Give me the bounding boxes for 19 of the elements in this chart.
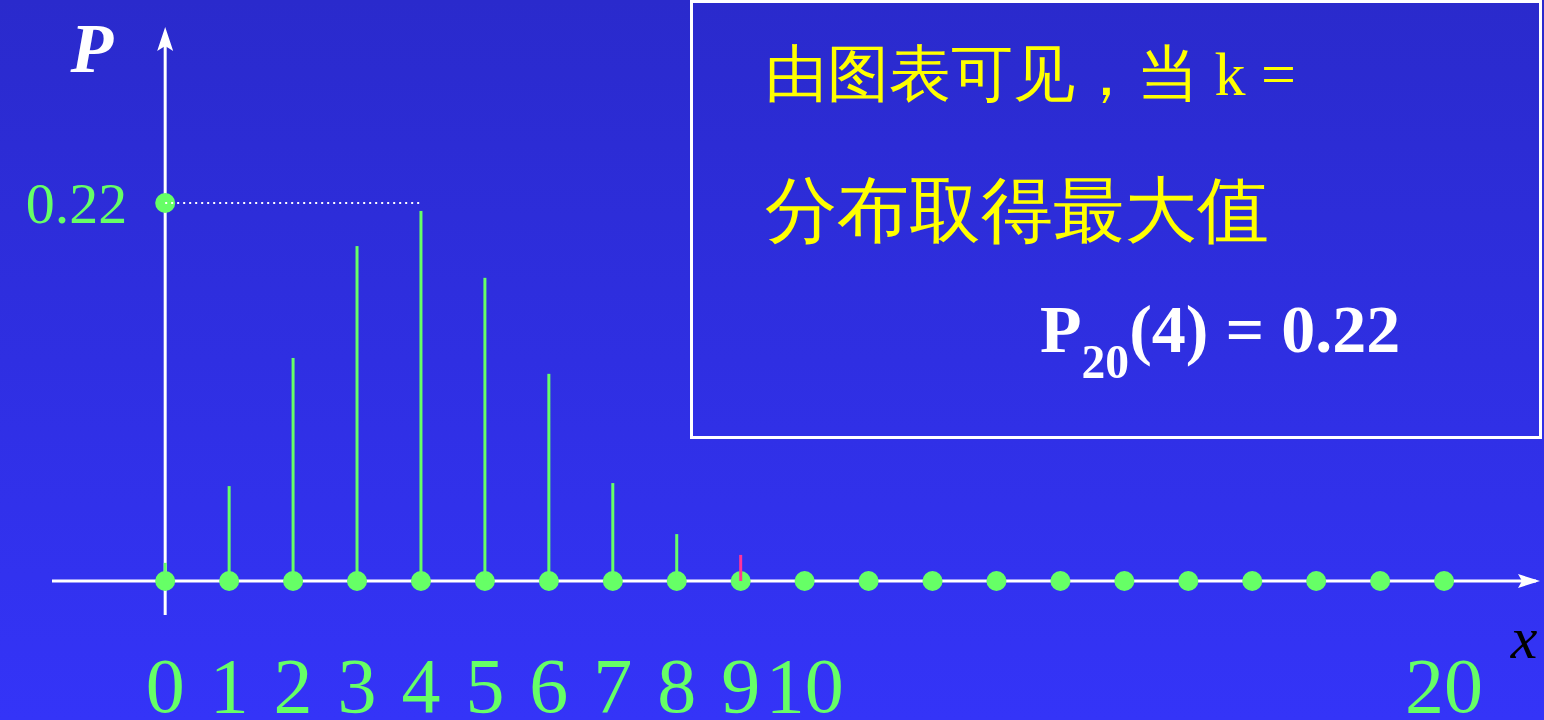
x-tick-label: 5 xyxy=(465,642,505,720)
x-tick-label: 7 xyxy=(593,642,633,720)
text: 由图表可见，当 k = xyxy=(765,40,1296,108)
annotation: 0.22 xyxy=(25,170,128,236)
annotation: P$_{20}$(4) = 0.22 xyxy=(1040,291,1401,388)
x-tick-label: 10 xyxy=(765,642,844,720)
annotation: 分布取得最大值 xyxy=(765,171,1269,251)
x-axis-title: x xyxy=(1509,605,1538,671)
bar xyxy=(739,554,743,581)
x-tick-label: 0 xyxy=(145,642,185,720)
y-axis-title: P xyxy=(69,10,115,87)
x-tick-label: 1 xyxy=(209,642,249,720)
x-tick-label: 8 xyxy=(657,642,697,720)
x-tick-label: 20 xyxy=(1405,642,1484,720)
x-tick-label: 9 xyxy=(721,642,761,720)
x-tick-label: 2 xyxy=(273,642,313,720)
x-tick-label: 3 xyxy=(337,642,377,720)
x-tick-label: 6 xyxy=(529,642,569,720)
x-tick-label: 4 xyxy=(401,642,441,720)
